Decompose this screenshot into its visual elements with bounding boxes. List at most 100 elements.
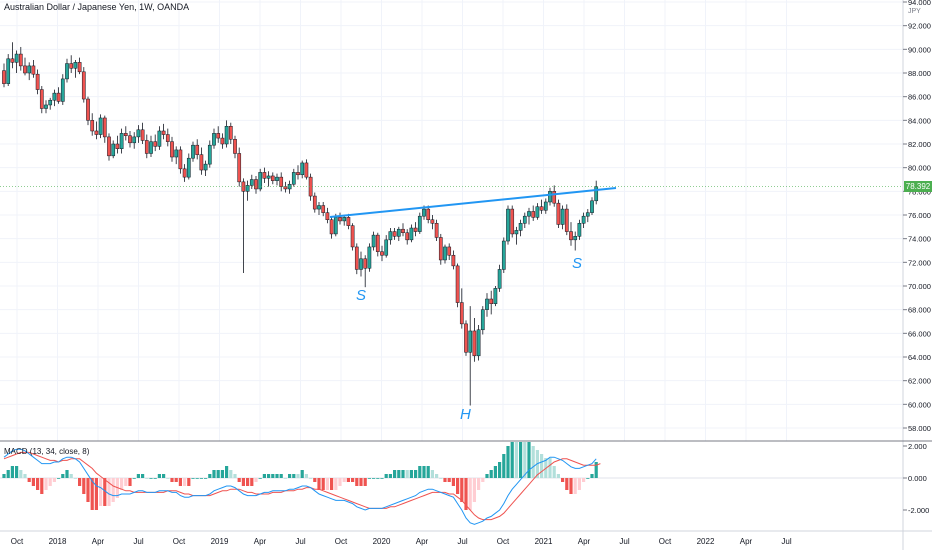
macd-line	[3, 448, 597, 525]
candle-body	[535, 206, 540, 218]
candle-body	[375, 234, 380, 252]
candle-body	[27, 65, 32, 74]
candle-down	[102, 115, 107, 143]
candle-body	[417, 215, 422, 232]
candle-up	[443, 244, 447, 264]
candle-down	[241, 178, 246, 273]
candle-down	[262, 167, 267, 184]
neckline-trendline[interactable]	[329, 187, 617, 218]
candle-up	[485, 293, 489, 317]
candle-down	[195, 139, 200, 160]
candle-body	[48, 99, 53, 106]
candle-up	[573, 231, 578, 251]
candle-body	[14, 53, 19, 63]
candle-body	[556, 202, 561, 225]
macd-histogram-bar	[120, 478, 124, 490]
time-tick-label: Apr	[92, 537, 105, 546]
macd-histogram-bar	[141, 474, 145, 478]
macd-histogram-bar	[552, 466, 556, 478]
candle-down	[451, 250, 456, 270]
candlestick-series	[0, 42, 903, 406]
macd-histogram-bar	[397, 470, 401, 478]
macd-histogram-bar	[321, 478, 325, 490]
candle-down	[216, 126, 221, 143]
candle-body	[312, 195, 317, 210]
macd-histogram-bar	[569, 478, 573, 494]
macd-histogram-bar	[577, 478, 581, 490]
candle-body	[98, 117, 103, 135]
candle-down	[552, 185, 557, 207]
candle-down	[39, 86, 44, 114]
candle-up	[476, 325, 481, 361]
candle-down	[321, 201, 326, 217]
left-shoulder-label: S	[356, 287, 367, 304]
macd-histogram-bar	[372, 478, 376, 479]
candle-body	[111, 143, 116, 157]
macd-histogram-bar	[57, 478, 61, 479]
macd-histogram-bar	[430, 470, 434, 478]
macd-histogram-bar	[246, 478, 250, 486]
candle-up	[291, 168, 296, 187]
macd-histogram-bar	[514, 442, 518, 478]
macd-histogram-bar	[309, 478, 313, 479]
candle-up	[258, 168, 263, 192]
price-tick-label: 88.000	[908, 69, 931, 78]
candle-body	[560, 208, 565, 225]
macd-histogram-bar	[380, 478, 384, 479]
macd-histogram-bar	[502, 454, 506, 478]
candle-body	[590, 200, 594, 213]
candle-body	[359, 258, 363, 270]
candle-body	[585, 212, 590, 217]
macd-histogram-bar	[267, 474, 271, 478]
macd-histogram-bar	[15, 466, 19, 478]
candle-down	[115, 135, 120, 154]
candle-body	[405, 232, 410, 241]
candle-up	[543, 198, 548, 214]
candle-body	[186, 157, 191, 178]
candle-down	[564, 204, 569, 236]
macd-histogram-bar	[283, 478, 287, 479]
candle-up	[548, 187, 552, 206]
macd-histogram-bar	[162, 474, 166, 478]
macd-histogram-bar	[166, 478, 170, 479]
candle-down	[23, 57, 27, 76]
candle-down	[426, 205, 431, 224]
candle-body	[65, 63, 69, 80]
macd-histogram-bar	[99, 478, 103, 506]
candle-down	[178, 146, 183, 174]
macd-histogram-bar	[94, 478, 98, 510]
macd-histogram-bar	[590, 474, 594, 478]
macd-histogram-bar	[527, 442, 531, 478]
macd-histogram-bar	[174, 478, 178, 482]
macd-histogram-bar	[414, 470, 418, 478]
macd-histogram-bar	[233, 474, 237, 478]
macd-indicator-label[interactable]: MACD (13, 34, close, 8)	[4, 447, 90, 456]
candle-down	[2, 63, 6, 88]
candle-body	[354, 246, 359, 270]
candle-body	[140, 129, 145, 141]
price-tick-label: 58.000	[908, 424, 931, 433]
time-tick-label: 2019	[211, 537, 229, 546]
candle-body	[329, 219, 334, 235]
macd-histogram-bar	[313, 478, 317, 482]
macd-histogram-bar	[493, 466, 497, 478]
candle-body	[296, 172, 300, 176]
candle-body	[6, 58, 11, 84]
candle-body	[401, 228, 405, 233]
price-tick-label: 64.000	[908, 353, 931, 362]
candle-body	[203, 163, 208, 171]
candle-down	[338, 212, 342, 225]
time-tick-label: Jul	[295, 537, 305, 546]
neckline[interactable]	[329, 187, 617, 218]
candle-up	[98, 114, 103, 139]
candle-body	[69, 63, 74, 69]
candle-up	[497, 264, 502, 292]
macd-histogram-bar	[65, 470, 69, 478]
macd-histogram-bar	[565, 478, 569, 490]
candle-body	[325, 212, 330, 220]
candle-down	[86, 96, 90, 126]
candle-up	[65, 58, 69, 83]
macd-histogram-bar	[128, 478, 132, 486]
